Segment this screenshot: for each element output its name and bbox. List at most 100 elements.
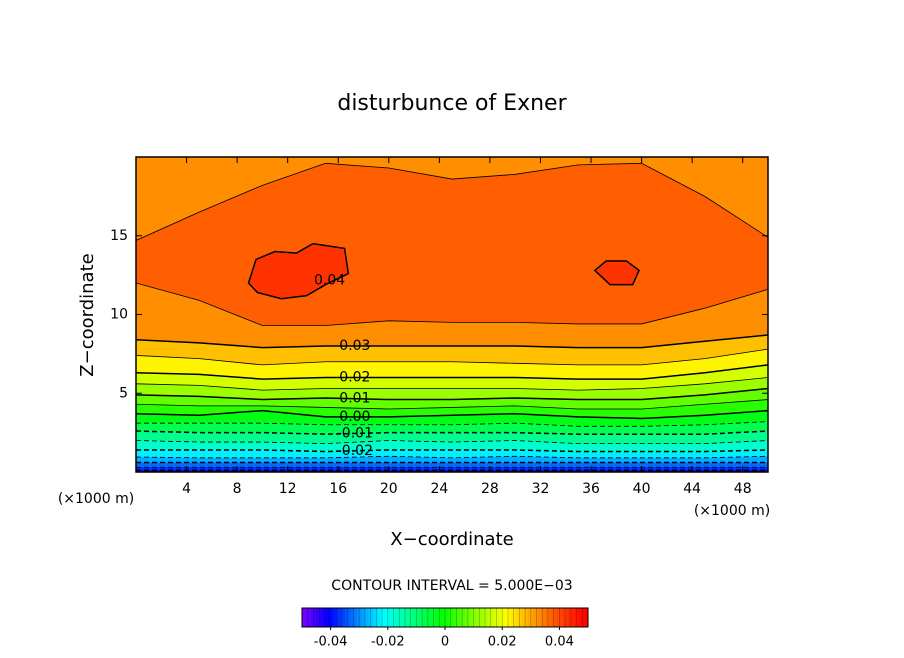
colorbar-cell	[482, 608, 486, 627]
y-tick-label: 10	[110, 307, 128, 323]
colorbar-cell	[339, 608, 343, 627]
colorbar-cell	[439, 608, 443, 627]
colorbar-cell	[510, 608, 514, 627]
colorbar-cell	[316, 608, 320, 627]
colorbar-cell	[356, 608, 360, 627]
colorbar-cell	[350, 608, 354, 627]
colorbar-cell	[436, 608, 440, 627]
contour-label: 0.02	[339, 370, 370, 386]
contour-line	[136, 377, 768, 391]
colorbar-cell	[410, 608, 414, 627]
x-tick-label: 4	[182, 481, 191, 497]
colorbar-cell	[370, 608, 374, 627]
colorbar-cell	[416, 608, 420, 627]
x-tick-label: 36	[582, 481, 600, 497]
y-tick-label: 5	[119, 385, 128, 401]
x-unit-label: (×1000 m)	[694, 503, 770, 519]
colorbar-cell	[562, 608, 566, 627]
x-tick-label: 24	[430, 481, 448, 497]
colorbar-cell	[550, 608, 554, 627]
colorbar-cell	[304, 608, 309, 627]
colorbar-cell	[545, 608, 549, 627]
colorbar-cell	[367, 608, 371, 627]
colorbar-cell	[402, 608, 406, 627]
colorbar-cell	[456, 608, 460, 627]
x-tick-label: 12	[279, 481, 297, 497]
contour-line	[136, 364, 768, 380]
colorbar-cell	[582, 608, 586, 627]
colorbar-cell	[387, 608, 391, 627]
colorbar-cell	[467, 608, 472, 627]
colorbar-cell	[379, 608, 383, 627]
x-tick-label: 20	[380, 481, 398, 497]
colorbar-cell	[364, 608, 369, 627]
contour-band	[248, 243, 349, 299]
colorbar-cell	[476, 608, 480, 627]
x-axis-label: X−coordinate	[390, 529, 513, 550]
colorbar-cell	[450, 608, 454, 627]
colorbar-cell	[442, 608, 446, 627]
colorbar-cell	[453, 608, 457, 627]
contour-line	[136, 387, 768, 401]
colorbar-cell	[433, 608, 437, 627]
colorbar-cell	[462, 608, 466, 627]
colorbar-cell	[396, 608, 400, 627]
colorbar-cell	[302, 608, 306, 627]
colorbar-tick-label: -0.02	[371, 635, 405, 650]
x-tick-label: 28	[481, 481, 499, 497]
colorbar-cell	[327, 608, 331, 627]
contour-line	[593, 260, 641, 286]
colorbar-cell	[530, 608, 534, 627]
x-tick-label: 8	[233, 481, 242, 497]
contour-label: 0.04	[314, 273, 345, 289]
colorbar-cell	[399, 608, 403, 627]
colorbar-cell	[393, 608, 397, 627]
contour-line	[136, 455, 768, 459]
colorbar-cell	[333, 608, 337, 627]
colorbar-cell	[447, 608, 452, 627]
colorbar-cell	[556, 608, 560, 627]
colorbar-cell	[585, 608, 589, 627]
colorbar-cell	[445, 608, 449, 627]
colorbar-cell	[422, 608, 426, 627]
contour-interval: CONTOUR INTERVAL = 5.000E−03	[331, 578, 572, 594]
colorbar-cell	[390, 608, 394, 627]
y-tick-label: 15	[110, 228, 128, 244]
colorbar-cell	[519, 608, 523, 627]
colorbar-cell	[496, 608, 500, 627]
colorbar-cell	[505, 608, 509, 627]
colorbar-cell	[542, 608, 546, 627]
colorbar-cell	[384, 608, 389, 627]
colorbar-tick-label: 0.02	[488, 635, 517, 650]
colorbar-cell	[407, 608, 411, 627]
colorbar-cell	[502, 608, 506, 627]
contour-line	[136, 334, 768, 349]
colorbar-cell	[493, 608, 497, 627]
colorbar-cell	[459, 608, 463, 627]
colorbar-cell	[310, 608, 314, 627]
colorbar-cell	[376, 608, 380, 627]
colorbar: -0.04 -0.02 0 0.02 0.04	[301, 607, 589, 650]
colorbar-cell	[465, 608, 469, 627]
colorbar-cell	[330, 608, 334, 627]
colorbar-cell	[570, 608, 574, 627]
colorbar-cell	[565, 608, 569, 627]
colorbar-cell	[567, 608, 572, 627]
contour-line	[136, 440, 768, 445]
x-tick-label: 44	[683, 481, 701, 497]
colorbar-cell	[527, 608, 532, 627]
contour-label: 0.03	[339, 338, 370, 354]
colorbar-cell	[490, 608, 494, 627]
colorbar-cell	[382, 608, 386, 627]
colorbar-cell	[347, 608, 351, 627]
contour-line	[136, 409, 768, 420]
colorbar-cell	[362, 608, 366, 627]
colorbar-cell	[547, 608, 552, 627]
colorbar-cell	[507, 608, 512, 627]
contour-field	[136, 157, 768, 472]
colorbar-cell	[336, 608, 340, 627]
contour-label: 0.01	[339, 391, 370, 407]
y-axis-label: Z−coordinate	[77, 253, 98, 376]
colorbar-cell	[499, 608, 503, 627]
